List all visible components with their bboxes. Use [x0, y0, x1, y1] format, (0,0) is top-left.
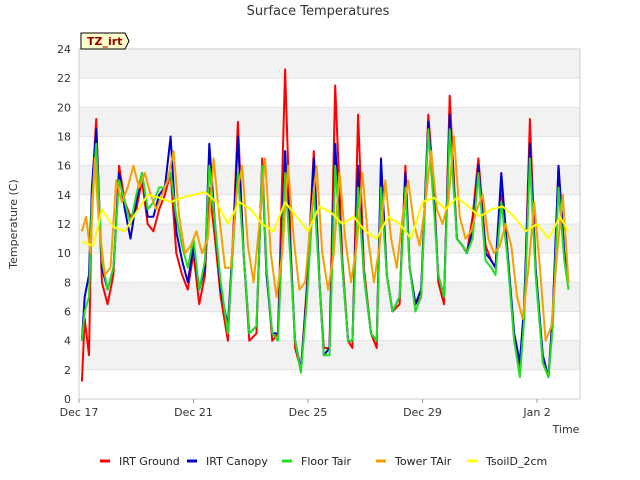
legend-label: IRT Ground [119, 455, 180, 468]
x-tick-label: Dec 21 [174, 406, 213, 419]
badge-shape [80, 32, 130, 50]
grid-band [79, 107, 580, 137]
y-tick-label: 0 [64, 393, 71, 406]
series-line-tsoild-2cm [81, 190, 570, 247]
grid-band [79, 49, 580, 79]
grid-bands [79, 49, 580, 370]
x-tick-label: Dec 29 [403, 406, 442, 419]
legend-item: Floor Tair [282, 455, 352, 468]
y-axis-title: Temperature (C) [7, 179, 20, 269]
x-axis-title: Time [552, 423, 580, 436]
chart-title: Surface Temperatures [247, 4, 390, 19]
legend-label: IRT Canopy [206, 455, 268, 468]
y-tick-label: 4 [64, 335, 71, 348]
legend-item: Tower TAir [376, 455, 452, 468]
series-line-tower-tair [80, 135, 570, 342]
legend-item: IRT Canopy [187, 455, 268, 468]
y-tick-label: 10 [57, 247, 71, 260]
y-tick-label: 12 [57, 218, 71, 231]
x-tick-labels: Dec 17 Dec 21 Dec 25 Dec 29 Jan 2 [60, 399, 551, 419]
tz-irt-badge: TZ_irt [80, 32, 130, 50]
x-tick-label: Jan 2 [522, 406, 550, 419]
y-tick-label: 8 [64, 276, 71, 289]
legend-label: Floor Tair [301, 455, 352, 468]
legend-label: Tower TAir [394, 455, 452, 468]
series-line-floor-tair [80, 128, 570, 379]
x-tick-label: Dec 25 [289, 406, 328, 419]
legend: IRT Ground IRT Canopy Floor Tair Tower TAir… [100, 455, 547, 468]
legend-label: TsoilD_2cm [485, 455, 547, 468]
y-tick-label: 2 [64, 364, 71, 377]
y-tick-label: 14 [57, 189, 71, 202]
grid-band [79, 165, 580, 195]
y-tick-label: 16 [57, 160, 71, 173]
legend-item: IRT Ground [100, 455, 180, 468]
y-tick-label: 18 [57, 131, 71, 144]
y-tick-label: 24 [57, 43, 71, 56]
y-tick-label: 20 [57, 101, 71, 114]
y-tick-label: 22 [57, 72, 71, 85]
series-lines [80, 68, 570, 382]
y-tick-label: 6 [64, 306, 71, 319]
legend-item: TsoilD_2cm [467, 455, 547, 468]
x-tick-label: Dec 17 [60, 406, 99, 419]
plot-frame [78, 48, 581, 400]
badge-label: TZ_irt [87, 35, 122, 48]
